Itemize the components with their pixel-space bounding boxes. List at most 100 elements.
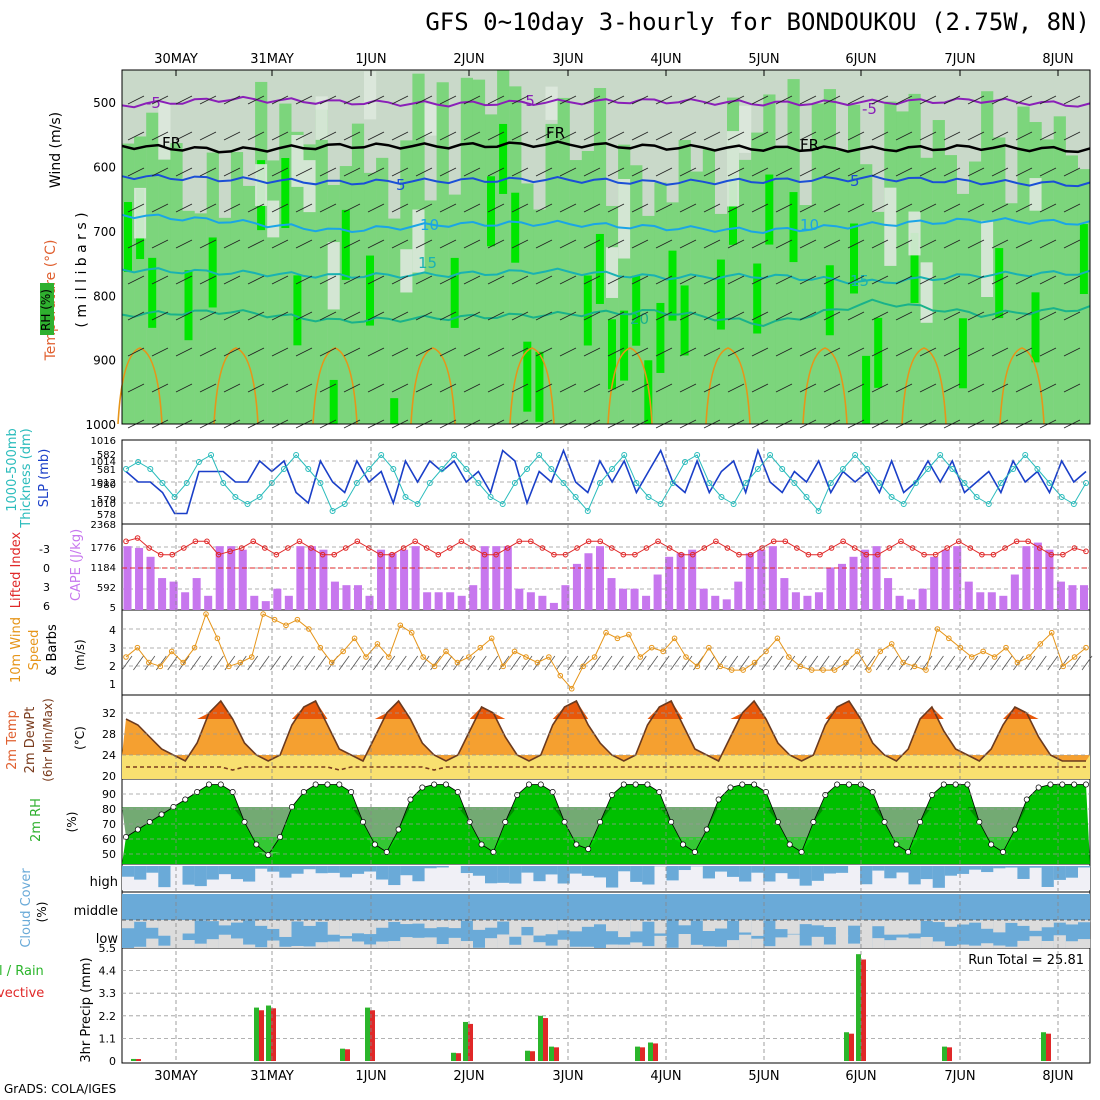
wind-barb (295, 131, 313, 141)
thickness-point (596, 480, 603, 486)
wind-barb (751, 383, 769, 393)
rh-dry-patch (618, 179, 631, 259)
rh2m-point (928, 792, 935, 798)
thickness-tick-label: 578 (97, 510, 116, 521)
wind10-point (671, 635, 678, 642)
wind10-point (546, 654, 552, 660)
rh2m-point (751, 781, 758, 788)
wind-barb (319, 239, 337, 249)
rh2m-point (680, 841, 686, 848)
cloud-low-gap (884, 920, 897, 935)
wind10-point (351, 635, 358, 642)
rh-saturated-patch (329, 379, 338, 424)
precip-tick-label: 3.3 (99, 987, 117, 1000)
wind-barb (271, 311, 289, 321)
lifted-index-point (643, 545, 650, 551)
cloud-low-gap (872, 920, 885, 927)
cloud-low-gap (400, 920, 413, 925)
lifted-index-point (805, 551, 812, 558)
date-label-bottom: 4JUN (650, 1069, 681, 1084)
wind-barb (847, 203, 865, 213)
cloud-high-bar (1005, 866, 1018, 868)
wind-barb (1015, 167, 1033, 177)
cape-bar (135, 547, 144, 610)
cape-bar (342, 585, 351, 610)
wind10-point (637, 654, 644, 660)
wind-barb (823, 203, 841, 213)
wind-barb (631, 167, 649, 177)
cape-bar (665, 556, 674, 610)
wind10-barb (933, 655, 944, 671)
cloud-low-gap (485, 920, 498, 928)
cape-bar (607, 578, 616, 610)
wind10-barb (510, 655, 521, 671)
lifted-index-point (192, 538, 199, 545)
lifted-index-point (632, 551, 638, 558)
wind-barb (655, 347, 673, 357)
rh-moist-band (1065, 155, 1078, 425)
wind10-barb (1047, 655, 1059, 671)
cloud-high-bar (122, 866, 135, 877)
rh2m-point (656, 789, 663, 795)
wind-barb (919, 167, 937, 177)
lifted-index-point (354, 538, 361, 545)
wind-barb (463, 203, 481, 213)
wind-barb (1063, 203, 1081, 213)
thickness-tick-label: 580 (97, 480, 116, 491)
wind-barb (1039, 275, 1057, 285)
lifted-index-point (990, 551, 997, 558)
lifted-index-point (689, 551, 696, 558)
wind-barb (559, 275, 577, 285)
cape-bar (515, 588, 524, 610)
rh-moist-band (303, 144, 316, 424)
lifted-index-point (678, 551, 684, 558)
thickness-point (572, 494, 579, 500)
wind-barb (439, 95, 457, 105)
wind-barb (751, 347, 769, 357)
thickness-point (378, 452, 385, 458)
rh-saturated-patch (910, 232, 919, 303)
wind-barb (319, 131, 337, 141)
thickness-point (293, 452, 300, 458)
lifted-index-point (597, 538, 604, 545)
rh-moist-band (351, 123, 365, 425)
wind10-barb (407, 655, 419, 671)
cloud-high-bar (1017, 866, 1030, 879)
precip-total-bar (856, 954, 861, 1061)
rh-moist-band (932, 120, 945, 424)
wind-barb (319, 167, 337, 177)
wind10-point (900, 659, 906, 666)
wind-barb (1015, 239, 1033, 249)
rh-saturated-patch (499, 123, 508, 194)
wind-barb (439, 203, 457, 213)
lifted-index-point (1002, 545, 1008, 551)
rh-moist-band (497, 70, 510, 424)
cloud-low-gap (751, 920, 764, 936)
wind-barb (391, 131, 409, 141)
wind-barb (991, 167, 1009, 177)
cloud-low-gap (787, 934, 800, 948)
cloud-low-gap (557, 939, 570, 948)
contour-label: 20 (630, 310, 649, 328)
cape-bar (330, 581, 339, 610)
wind-barb (799, 383, 817, 393)
rh-saturated-patch (595, 233, 604, 304)
t2m-tick-label: 24 (102, 749, 116, 762)
wind-barb (727, 239, 745, 249)
isotherm-25 (607, 347, 653, 425)
cloud-high-bar (218, 866, 231, 875)
lifted-index-point (909, 545, 916, 551)
wind-barb (967, 203, 985, 213)
cloud-low-gap (146, 920, 159, 928)
wind-barb (847, 95, 865, 105)
rh-moist-band (557, 97, 570, 424)
wind10-barb (784, 655, 796, 671)
precip-total-bar (538, 1015, 543, 1061)
rh2m-point (549, 789, 556, 795)
wind-barb (151, 311, 169, 321)
wind-barb (991, 95, 1009, 105)
cloud-low-gap (267, 920, 280, 929)
wind-barb (607, 95, 625, 105)
lifted-tick-label: 3 (43, 581, 50, 594)
